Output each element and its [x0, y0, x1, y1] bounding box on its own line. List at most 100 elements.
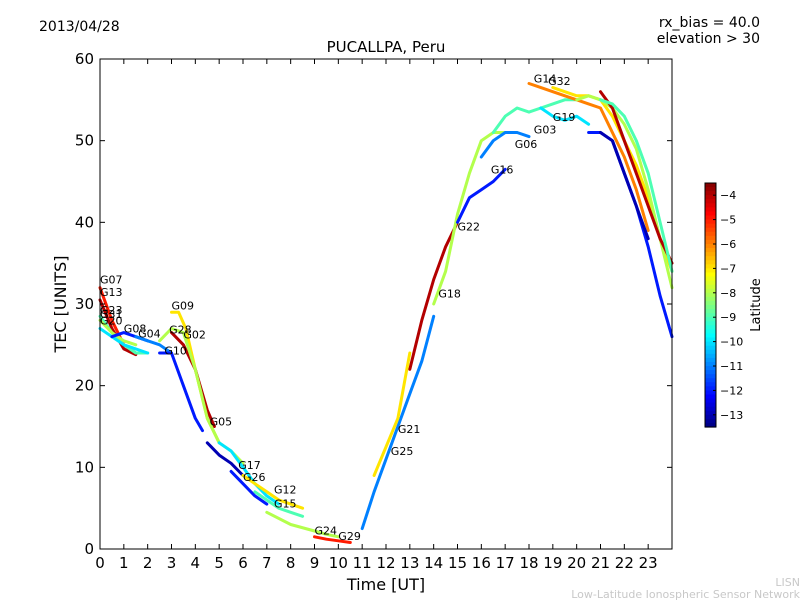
colorbar: −4 −5 −6 −7 −8 −9 −10 −11 −12 −13 Latitude	[704, 182, 764, 428]
colorbar-band	[705, 313, 716, 318]
colorbar-band	[705, 410, 716, 416]
colorbar-tick-label: −7	[720, 262, 736, 275]
colorbar-band	[705, 418, 716, 424]
colorbar-band	[705, 345, 716, 351]
colorbar-band	[705, 195, 716, 200]
series-line-g15	[253, 490, 305, 518]
series-label-g32: G32	[548, 75, 571, 88]
series-line-g17	[217, 441, 281, 506]
colorbar-band	[705, 406, 716, 412]
x-tick-label: 0	[95, 554, 105, 572]
series-label-g17: G17	[238, 459, 261, 472]
colorbar-band	[705, 309, 716, 314]
x-tick-label: 11	[353, 554, 372, 572]
colorbar-tick-label: −9	[720, 311, 736, 324]
colorbar-tick-label: −10	[720, 336, 743, 349]
colorbar-band	[705, 219, 716, 225]
colorbar-band	[705, 203, 716, 208]
colorbar-tick-label: −5	[720, 214, 736, 227]
colorbar-band	[705, 300, 716, 306]
y-tick-label: 30	[75, 295, 94, 313]
x-tick-label: 15	[448, 554, 467, 572]
x-axis-label: Time [UT]	[346, 575, 425, 594]
series-line-g05	[205, 441, 245, 477]
colorbar-label: Latitude	[749, 278, 764, 332]
y-tick-label: 60	[75, 50, 94, 68]
series-line-g10	[158, 351, 204, 433]
series-label-g07: G07	[100, 274, 123, 287]
y-axis-label: TEC [UNITS]	[51, 256, 70, 354]
series-label-g31: G31	[100, 308, 123, 321]
colorbar-band	[705, 268, 716, 274]
colorbar-band	[705, 366, 716, 371]
x-tick-label: 22	[615, 554, 634, 572]
colorbar-gradient	[705, 183, 716, 428]
series-label-g13: G13	[100, 286, 123, 299]
x-tick-label: 4	[191, 554, 201, 572]
series-label-g20: G20	[100, 314, 123, 327]
colorbar-band	[705, 260, 716, 265]
colorbar-band	[705, 264, 716, 269]
colorbar-band	[705, 191, 716, 196]
x-axis: 0 1 2 3 4 5 6 7 8 9 10 11 12 13 14 15 16 17 18 19 20 21 22 23	[95, 59, 658, 572]
colorbar-band	[705, 199, 716, 204]
colorbar-tick-label: −8	[720, 287, 736, 300]
series-label-g21: G21	[398, 423, 421, 436]
series-label-g12: G12	[274, 484, 297, 497]
colorbar-band	[705, 349, 716, 355]
x-tick-label: 6	[238, 554, 248, 572]
colorbar-band	[705, 378, 716, 383]
colorbar-band	[705, 211, 716, 217]
series-line-unnamed-32	[599, 98, 674, 273]
colorbar-band	[705, 357, 716, 363]
y-tick-label: 50	[75, 132, 94, 150]
x-tick-label: 23	[639, 554, 658, 572]
credit-short: LISN	[775, 576, 800, 589]
colorbar-band	[705, 288, 716, 294]
colorbar-tick-label: −13	[720, 409, 743, 422]
colorbar-band	[705, 296, 716, 302]
colorbar-band	[705, 361, 716, 367]
colorbar-band	[705, 370, 716, 375]
series-line-g12	[241, 474, 305, 510]
colorbar-band	[705, 305, 716, 310]
x-tick-label: 17	[496, 554, 515, 572]
series-line-g03	[491, 98, 579, 134]
series-label-g24: G24	[315, 524, 338, 537]
x-tick-label: 2	[143, 554, 153, 572]
series-line-g24	[265, 510, 340, 539]
series-label-g18: G18	[438, 288, 461, 301]
series-line-unnamed-28	[575, 94, 674, 290]
colorbar-band	[705, 227, 716, 233]
x-tick-label: 7	[262, 554, 272, 572]
colorbar-band	[705, 398, 716, 404]
colorbar-frame	[704, 182, 717, 428]
colorbar-band	[705, 252, 716, 257]
rx-bias-label: rx_bias = 40.0	[659, 15, 760, 31]
series-label-g05: G05	[210, 416, 233, 429]
credit-long: Low-Latitude Ionospheric Sensor Network	[571, 588, 800, 600]
x-tick-label: 20	[567, 554, 586, 572]
series-line-unnamed-31	[599, 90, 674, 265]
colorbar-band	[705, 333, 716, 339]
colorbar-ticks: −4 −5 −6 −7 −8 −9 −10 −11 −12 −13	[713, 189, 743, 422]
series-label-g03: G03	[534, 123, 557, 136]
series-label-g06: G06	[515, 138, 538, 151]
series-line-g06	[479, 131, 531, 159]
series-line-g26	[229, 469, 269, 506]
colorbar-tick-label: −4	[720, 189, 736, 202]
colorbar-band	[705, 341, 716, 347]
series-label-g25: G25	[391, 445, 414, 458]
series-line-g25	[360, 314, 436, 531]
series-label-g29: G29	[338, 530, 361, 543]
series-line-g21	[372, 351, 412, 477]
x-tick-label: 13	[400, 554, 419, 572]
colorbar-band	[705, 183, 716, 188]
series-label-g15: G15	[274, 497, 297, 510]
x-tick-label: 1	[119, 554, 129, 572]
colorbar-band	[705, 215, 716, 221]
colorbar-band	[705, 390, 716, 396]
series-label-g02: G02	[183, 328, 206, 341]
